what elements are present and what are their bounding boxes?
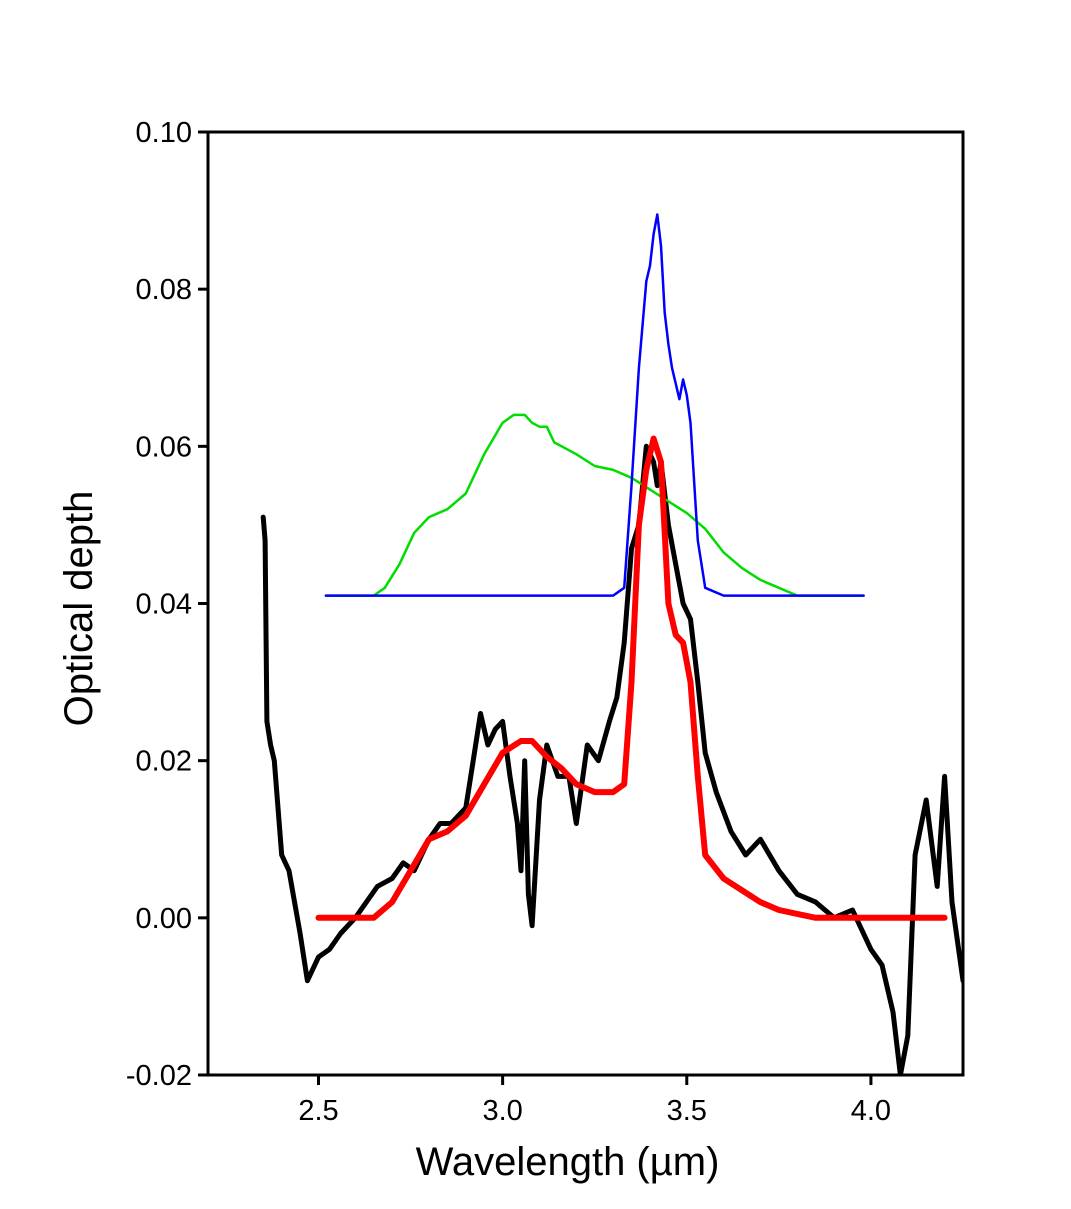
plot-frame [206,130,965,1077]
y-tick-label: 0.10 [136,117,192,149]
x-tick-label: 3.0 [482,1095,522,1127]
y-tick-label: 0.08 [136,274,192,306]
y-axis: -0.02 0.00 0.02 0.04 0.06 0.08 0.10 [126,117,208,1092]
x-tick-label: 2.5 [298,1095,338,1127]
series-line-3 [324,413,865,597]
x-axis-title: Wavelength (µm) [416,1140,720,1184]
series-line-1 [260,443,963,1075]
x-tick-label: 3.5 [667,1095,707,1127]
x-tick-label: 4.0 [851,1095,891,1127]
y-tick-label: 0.00 [136,903,192,935]
y-tick-label: 0.04 [136,589,192,621]
series-line-2 [315,435,948,921]
y-axis-title: Optical depth [57,491,101,727]
y-tick-label: -0.02 [126,1060,192,1092]
x-axis: 2.5 3.0 3.5 4.0 [298,1075,891,1127]
series-layer [260,213,963,1075]
y-tick-label: 0.02 [136,746,192,778]
series-line-4 [324,213,865,597]
y-tick-label: 0.06 [136,431,192,463]
